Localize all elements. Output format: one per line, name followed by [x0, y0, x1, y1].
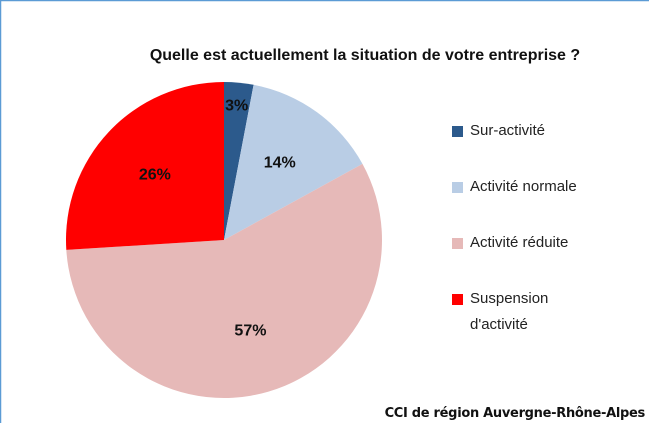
legend: Sur-activité Activité normale Activité réd…: [452, 118, 622, 368]
data-label: 3%: [225, 98, 248, 115]
legend-swatch: [452, 182, 463, 193]
legend-item: Suspension d'activité: [452, 286, 622, 338]
legend-swatch: [452, 294, 463, 305]
legend-item: Sur-activité: [452, 118, 622, 144]
pie-slice: [224, 84, 363, 240]
pie-slice: [224, 82, 254, 240]
legend-label: Activité réduite: [470, 234, 569, 251]
legend-label: Suspension d'activité: [470, 290, 549, 333]
legend-swatch: [452, 238, 463, 249]
pie-slice: [66, 163, 383, 398]
source-annotation: CCI de région Auvergne-Rhône-Alpes: [384, 406, 646, 421]
legend-item: Activité réduite: [452, 230, 622, 256]
data-label: 57%: [234, 322, 266, 339]
data-label: 14%: [264, 155, 296, 172]
legend-label: Activité normale: [470, 178, 577, 195]
data-label: 26%: [139, 166, 171, 183]
chart-title: Quelle est actuellement la situation de …: [150, 47, 580, 64]
pie-slice: [66, 82, 224, 250]
legend-swatch: [452, 126, 463, 137]
legend-label: Sur-activité: [470, 122, 546, 139]
legend-item: Activité normale: [452, 174, 622, 200]
